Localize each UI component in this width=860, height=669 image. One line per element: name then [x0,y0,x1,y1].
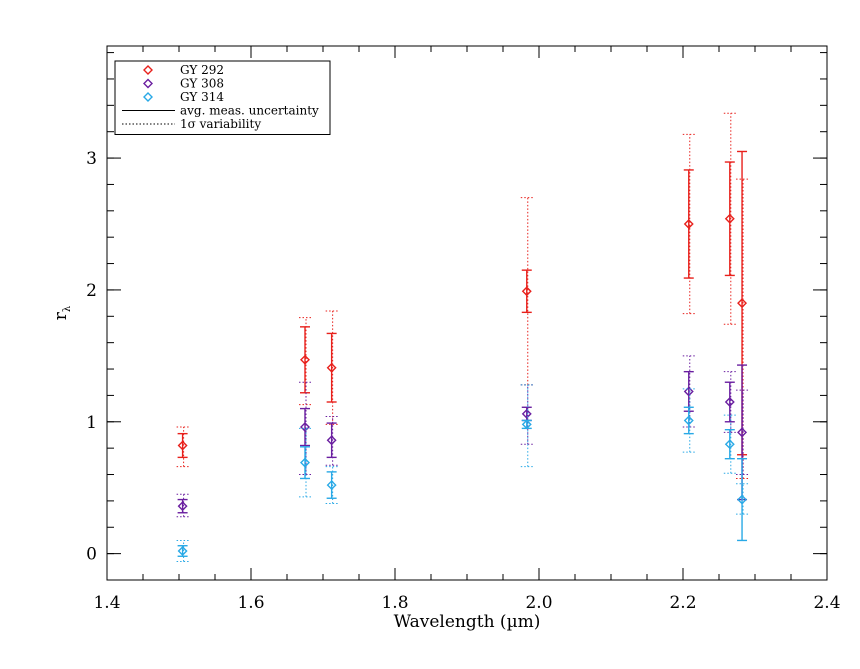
data-point [737,298,748,309]
legend-marker [143,65,153,75]
legend-entry: 1σ variability [122,117,261,131]
data-point [521,408,532,419]
x-tick-label: 2.0 [525,593,552,613]
legend-label: GY 308 [180,77,224,91]
data-point [521,286,532,297]
data-point [683,219,694,229]
legend-entry: GY 308 [143,77,224,91]
x-tick-label: 2.2 [669,593,696,613]
legend-label: GY 292 [180,63,224,77]
data-point [177,546,188,556]
series-gy-292 [176,112,751,479]
data-point [177,501,188,512]
y-tick-label: 0 [86,545,97,565]
x-tick-label: 1.8 [381,593,408,613]
data-point [683,386,694,397]
y-tick-label: 2 [86,281,97,301]
data-point [737,427,748,438]
data-point [737,494,748,505]
legend-label: GY 314 [180,90,224,104]
axes-layer: 1.4 1.6 1.8 2.0 2.2 2.4 0 1 2 3 [86,46,841,613]
y-axis-title: rλ [51,305,73,320]
x-tick-label: 1.6 [237,593,264,613]
data-point [300,457,310,468]
y-tick-label: 1 [86,413,97,433]
legend-entry: avg. meas. uncertainty [122,104,319,118]
legend-entry: GY 314 [143,90,224,104]
data-point [326,362,337,373]
data-point [683,415,694,426]
data-layer [176,112,751,563]
series-gy-314 [176,384,751,563]
data-point [300,422,310,433]
x-axis-title: Wavelength (µm) [394,612,541,632]
legend-label: 1σ variability [180,117,261,131]
data-point [724,397,735,407]
data-point [326,480,337,491]
legend-entry: GY 292 [143,63,224,77]
x-tick-label: 1.4 [93,593,120,613]
data-point [326,435,337,446]
data-point [177,440,188,451]
data-point [724,439,735,450]
data-point [521,419,532,430]
legend-marker [143,78,153,89]
y-axis-title-subscript: λ [62,305,73,312]
series-gy-308 [176,355,751,518]
y-axis-title-main: r [51,311,71,320]
data-point [724,213,735,224]
legend-label: avg. meas. uncertainty [180,104,319,118]
y-tick-label: 3 [86,149,97,169]
data-point [300,354,310,365]
legend-marker [143,92,153,102]
x-tick-label: 2.4 [813,593,840,613]
